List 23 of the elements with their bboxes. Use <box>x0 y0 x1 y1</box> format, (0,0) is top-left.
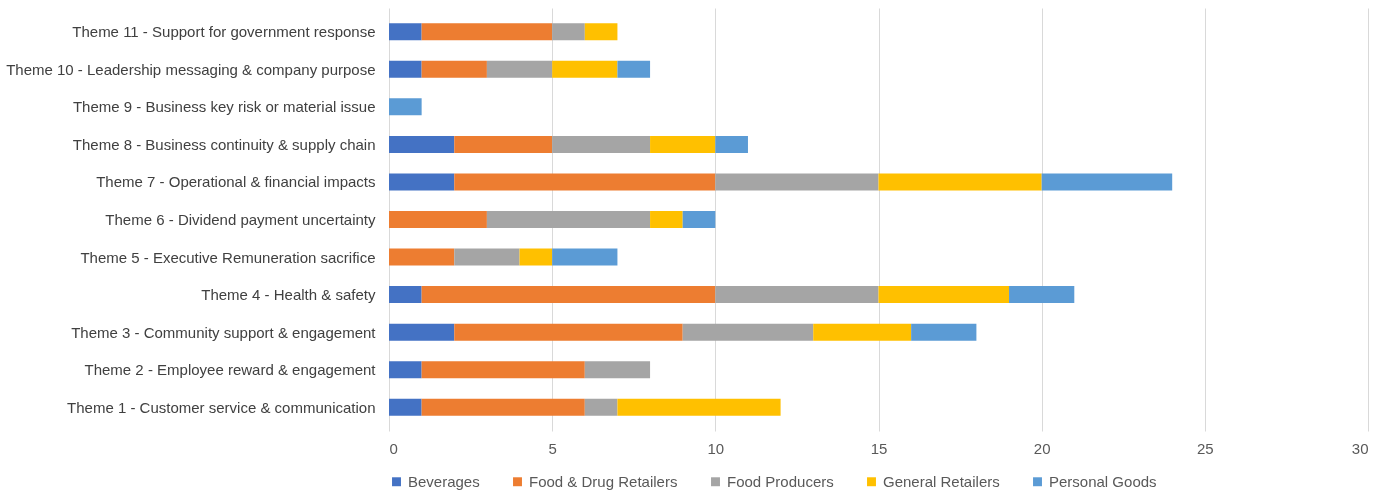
x-tick-label: 20 <box>1033 439 1051 457</box>
x-tick-label: 0 <box>389 439 398 457</box>
legend-label: Beverages <box>408 472 480 490</box>
y-tick-label: Theme 7 - Operational & financial impacts <box>96 173 376 191</box>
y-tick-label: Theme 3 - Community support & engagement <box>71 323 377 341</box>
x-tick-label: 15 <box>870 439 888 457</box>
legend-label: Food Producers <box>727 472 834 490</box>
y-tick-label: Theme 10 - Leadership messaging & company purpose <box>6 60 376 78</box>
x-tick-label: 30 <box>1351 439 1369 457</box>
legend-label: General Retailers <box>883 472 1000 490</box>
y-tick-label: Theme 1 - Customer service & communication <box>67 398 376 416</box>
x-tick-label: 10 <box>707 439 725 457</box>
y-tick-label: Theme 5 - Executive Remuneration sacrifice <box>80 248 376 266</box>
x-tick-label: 5 <box>548 439 557 457</box>
y-tick-label: Theme 2 - Employee reward & engagement <box>84 361 377 379</box>
y-tick-label: Theme 9 - Business key risk or material issue <box>72 98 376 116</box>
legend-label: Personal Goods <box>1049 472 1157 490</box>
y-tick-label: Theme 4 - Health & safety <box>201 286 376 304</box>
y-tick-label: Theme 6 - Dividend payment uncertainty <box>105 211 376 228</box>
legend-label: Food & Drug Retailers <box>529 472 678 490</box>
y-tick-label: Theme 11 - Support for government response <box>72 23 376 41</box>
y-tick-label: Theme 8 - Business continuity & supply chain <box>72 135 376 153</box>
x-tick-label: 25 <box>1196 439 1214 457</box>
